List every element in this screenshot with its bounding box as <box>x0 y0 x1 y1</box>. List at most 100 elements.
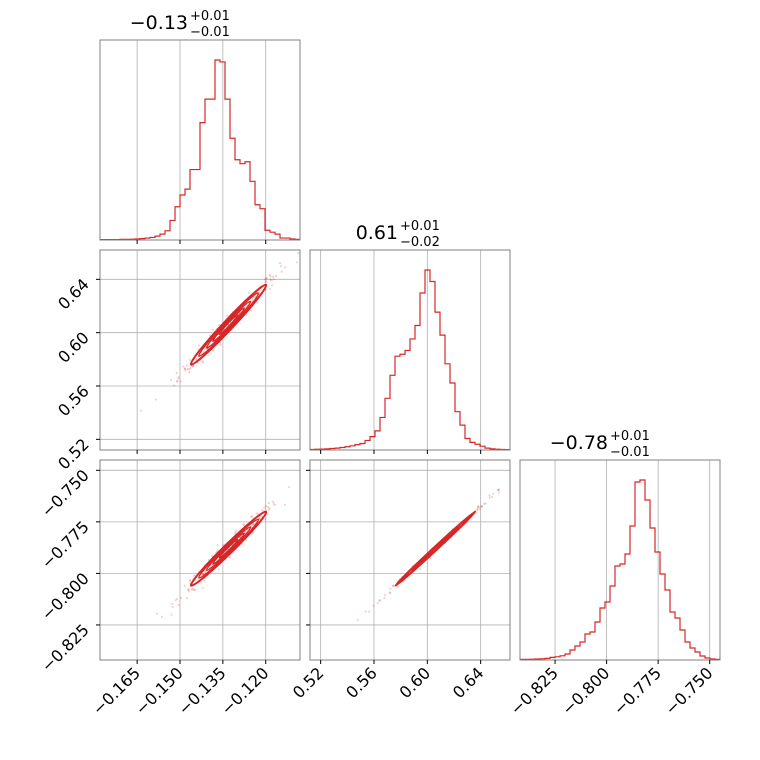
panel-title-value: −0.78 <box>550 432 608 454</box>
sample-point <box>187 588 190 591</box>
sample-point <box>185 596 188 600</box>
x-tick-label: 0.60 <box>396 663 435 702</box>
data-lines-layer <box>99 59 720 660</box>
histogram-panel-0 <box>99 39 301 241</box>
sample-point <box>235 529 238 532</box>
sample-point <box>211 328 214 331</box>
sample-point <box>252 522 255 525</box>
labels-layer: −0.13 +0.01−0.010.61 +0.01−0.02−0.825−0.80… <box>38 9 717 719</box>
x-tick-label: −0.120 <box>217 663 272 718</box>
panel-title-upper-error: +0.01 <box>190 9 230 24</box>
contour-level-1 <box>212 532 245 565</box>
sample-point <box>266 513 269 516</box>
sample-point <box>242 522 245 526</box>
sample-point <box>279 265 283 268</box>
sample-point <box>200 581 203 584</box>
panel-title-upper-error: +0.01 <box>400 219 440 234</box>
histogram-panel-2 <box>519 459 721 661</box>
sample-point <box>182 365 185 368</box>
sample-point <box>201 360 204 363</box>
sample-point <box>265 504 268 508</box>
ticks-layer <box>96 240 711 664</box>
sample-point <box>295 261 299 264</box>
sample-point <box>378 598 381 602</box>
sample-point <box>139 409 143 412</box>
sample-point <box>272 278 275 281</box>
x-tick-label: −0.775 <box>610 663 665 718</box>
sample-point <box>179 380 182 383</box>
sample-point <box>297 251 300 255</box>
y-tick-label: 0.64 <box>54 275 93 314</box>
sample-point <box>252 296 256 299</box>
sample-point <box>191 587 194 591</box>
x-tick-label: −0.750 <box>661 663 716 718</box>
sample-point <box>183 367 187 370</box>
sample-point <box>188 358 192 362</box>
panel-title-upper-error: +0.01 <box>610 429 650 444</box>
sample-point <box>195 357 198 361</box>
sample-point <box>274 503 277 507</box>
panel-title-value: 0.61 <box>356 222 398 244</box>
sample-point <box>228 556 231 559</box>
sample-point <box>251 297 254 301</box>
sample-point <box>201 361 204 364</box>
panel-title-lower-error: −0.01 <box>190 25 230 40</box>
sample-point <box>368 610 371 613</box>
y-tick-label: −0.775 <box>38 517 93 572</box>
sample-point <box>216 549 219 552</box>
sample-point <box>201 573 204 576</box>
scatter-panel-0-2 <box>99 459 301 661</box>
sample-point <box>497 488 501 491</box>
sample-point <box>491 495 494 499</box>
sample-point <box>372 604 375 607</box>
sample-point <box>484 502 487 505</box>
histogram-line-param-2 <box>520 479 720 660</box>
sample-point <box>418 568 422 571</box>
contour-level-0 <box>218 538 239 559</box>
y-tick-label: 0.60 <box>54 328 93 367</box>
contour-level-2 <box>205 300 252 349</box>
sample-point <box>171 602 174 606</box>
sample-point <box>265 280 268 283</box>
panel-title-lower-error: −0.01 <box>610 445 650 460</box>
sample-point <box>201 587 204 590</box>
sample-point <box>183 368 186 371</box>
sample-point <box>496 489 499 492</box>
sample-point <box>172 384 176 387</box>
sample-point <box>192 364 195 367</box>
sample-point <box>202 572 205 576</box>
sample-point <box>186 368 189 371</box>
panel-frames-layer <box>99 39 721 661</box>
sample-point <box>234 530 237 534</box>
sample-point <box>265 277 268 280</box>
sample-point <box>218 323 221 327</box>
sample-point <box>283 266 287 269</box>
sample-point <box>197 344 201 347</box>
sample-point <box>250 515 253 518</box>
sample-point <box>187 590 190 593</box>
y-tick-label: 0.56 <box>54 381 93 420</box>
sample-point <box>217 568 220 571</box>
sample-point <box>203 571 207 574</box>
sample-point <box>197 348 200 351</box>
sample-point <box>476 509 479 512</box>
sample-point <box>256 301 259 304</box>
sample-point <box>190 588 193 591</box>
sample-point <box>497 491 500 494</box>
sample-point <box>388 591 391 594</box>
sample-point <box>263 506 266 509</box>
sample-point <box>280 270 283 273</box>
panel-title-value: −0.13 <box>130 12 188 34</box>
x-tick-label: 0.52 <box>289 663 328 702</box>
sample-point <box>204 347 207 350</box>
sample-point <box>191 365 194 368</box>
sample-point <box>265 277 268 280</box>
histogram-panel-1 <box>309 249 511 451</box>
scatter-points-layer <box>139 251 501 622</box>
sample-point <box>480 505 484 508</box>
sample-point <box>258 289 261 292</box>
sample-point <box>176 380 179 383</box>
sample-point <box>186 588 190 591</box>
sample-point <box>177 376 180 379</box>
sample-point <box>175 380 178 383</box>
